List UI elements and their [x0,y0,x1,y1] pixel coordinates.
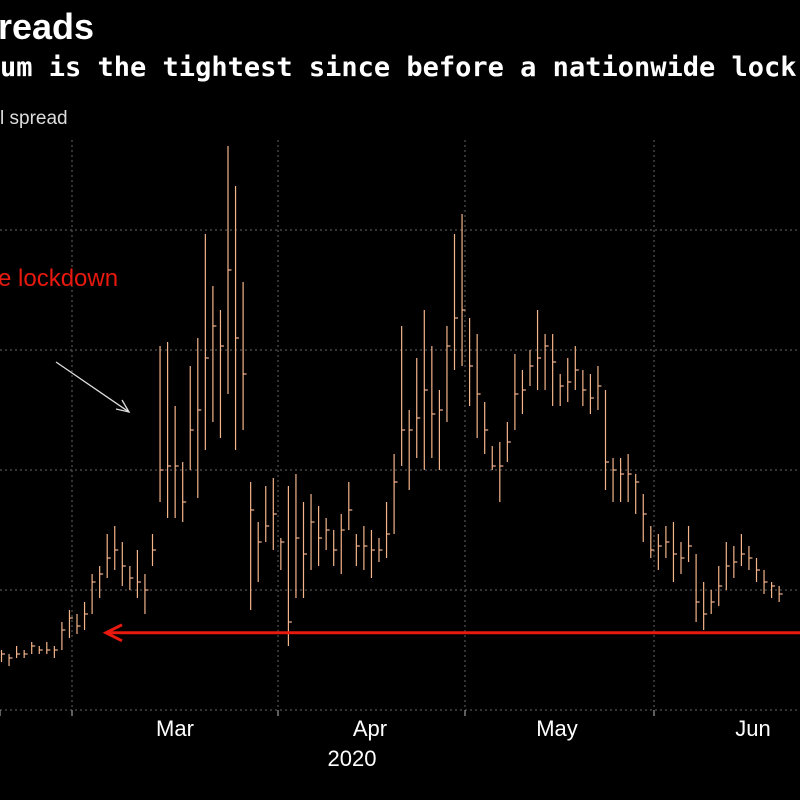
ohlc-series [0,146,783,666]
pointer-arrow-line [55,361,130,413]
x-tick-label-jun: Jun [735,716,770,741]
reference-arrow-head [102,623,123,643]
x-tick-label-apr: Apr [353,716,387,741]
grid-lines [0,140,800,716]
x-tick-label-may: May [536,716,578,741]
pointer-arrow-head [115,399,131,413]
chart-subtitle: um is the tightest since before a nation… [0,52,797,83]
x-tick-label-mar: Mar [156,716,194,741]
annotations: e lockdown [0,265,800,643]
annotation-label: e lockdown [0,265,118,292]
x-year-label: 2020 [328,746,377,771]
x-axis: Mar Apr May Jun 2020 [156,716,771,771]
chart-title: reads [0,6,95,47]
y-axis-label: l spread [0,108,68,129]
